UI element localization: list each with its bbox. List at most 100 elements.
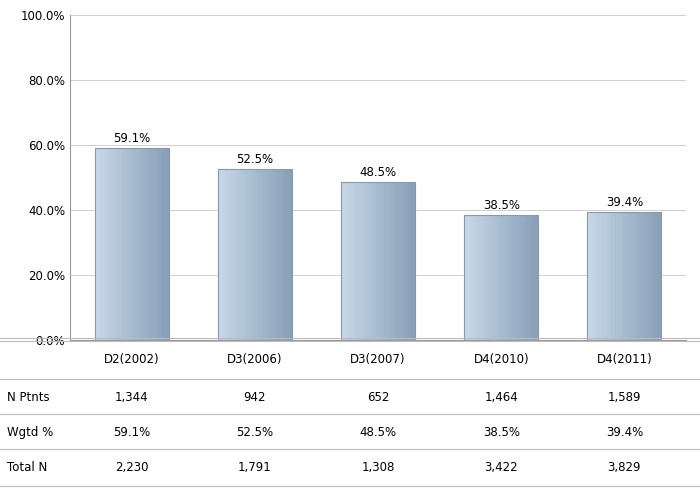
Bar (141, 148, 143, 340)
Bar (535, 215, 536, 340)
Bar (608, 212, 610, 340)
Bar (264, 170, 266, 340)
Bar (354, 182, 356, 340)
Text: 59.1%: 59.1% (113, 426, 150, 439)
Bar (647, 212, 648, 340)
Bar (117, 148, 119, 340)
Bar (272, 170, 273, 340)
Text: D3(2006): D3(2006) (227, 354, 283, 366)
Bar (503, 215, 505, 340)
Bar (113, 148, 115, 340)
Bar (361, 182, 363, 340)
Text: 52.5%: 52.5% (236, 153, 274, 166)
Text: 1,464: 1,464 (484, 391, 518, 404)
Bar (234, 170, 237, 340)
Bar (648, 212, 650, 340)
Bar (501, 215, 503, 340)
Bar (266, 170, 267, 340)
Bar (593, 212, 595, 340)
Bar (144, 148, 146, 340)
Text: 3,829: 3,829 (608, 461, 641, 474)
Text: 39.4%: 39.4% (606, 426, 643, 439)
Bar (470, 215, 472, 340)
Bar (382, 182, 384, 340)
Bar (238, 170, 240, 340)
Bar (378, 182, 380, 340)
Bar (606, 212, 608, 340)
Bar (484, 215, 486, 340)
Bar (522, 215, 524, 340)
Bar (617, 212, 619, 340)
Bar (158, 148, 160, 340)
Bar (94, 148, 169, 340)
Bar (587, 212, 589, 340)
Bar (636, 212, 637, 340)
Bar (161, 148, 163, 340)
Bar (483, 215, 484, 340)
Bar (389, 182, 391, 340)
Bar (494, 215, 496, 340)
Bar (288, 170, 290, 340)
Bar (659, 212, 662, 340)
Bar (596, 212, 598, 340)
Bar (94, 148, 97, 340)
Bar (154, 148, 155, 340)
Bar (641, 212, 643, 340)
Bar (490, 215, 492, 340)
Bar (621, 212, 622, 340)
Bar (267, 170, 270, 340)
Text: 38.5%: 38.5% (483, 198, 519, 211)
Bar (413, 182, 415, 340)
Bar (396, 182, 398, 340)
Bar (124, 148, 126, 340)
Bar (225, 170, 227, 340)
Bar (356, 182, 358, 340)
Bar (370, 182, 372, 340)
Bar (277, 170, 279, 340)
Text: 39.4%: 39.4% (606, 196, 643, 208)
Bar (231, 170, 232, 340)
Bar (279, 170, 281, 340)
Bar (102, 148, 104, 340)
Text: 1,308: 1,308 (361, 461, 395, 474)
Bar (518, 215, 519, 340)
Bar (122, 148, 124, 340)
Bar (358, 182, 360, 340)
Bar (610, 212, 612, 340)
Text: 3,422: 3,422 (484, 461, 518, 474)
Bar (654, 212, 656, 340)
Bar (509, 215, 510, 340)
Bar (218, 170, 292, 340)
Bar (507, 215, 509, 340)
Bar (604, 212, 606, 340)
Bar (120, 148, 122, 340)
Bar (533, 215, 535, 340)
Bar (496, 215, 498, 340)
Bar (516, 215, 518, 340)
Bar (387, 182, 389, 340)
Bar (466, 215, 468, 340)
Bar (468, 215, 470, 340)
Bar (601, 212, 602, 340)
Bar (645, 212, 647, 340)
Bar (341, 182, 415, 340)
Bar (510, 215, 512, 340)
Bar (524, 215, 525, 340)
Bar (498, 215, 499, 340)
Bar (126, 148, 128, 340)
Bar (270, 170, 272, 340)
Bar (229, 170, 231, 340)
Bar (391, 182, 393, 340)
Bar (650, 212, 652, 340)
Bar (242, 170, 244, 340)
Text: 2,230: 2,230 (115, 461, 148, 474)
Bar (619, 212, 621, 340)
Bar (344, 182, 346, 340)
Bar (481, 215, 483, 340)
Bar (150, 148, 152, 340)
Text: 52.5%: 52.5% (236, 426, 274, 439)
Bar (398, 182, 400, 340)
Bar (499, 215, 501, 340)
Bar (384, 182, 386, 340)
Bar (163, 148, 165, 340)
